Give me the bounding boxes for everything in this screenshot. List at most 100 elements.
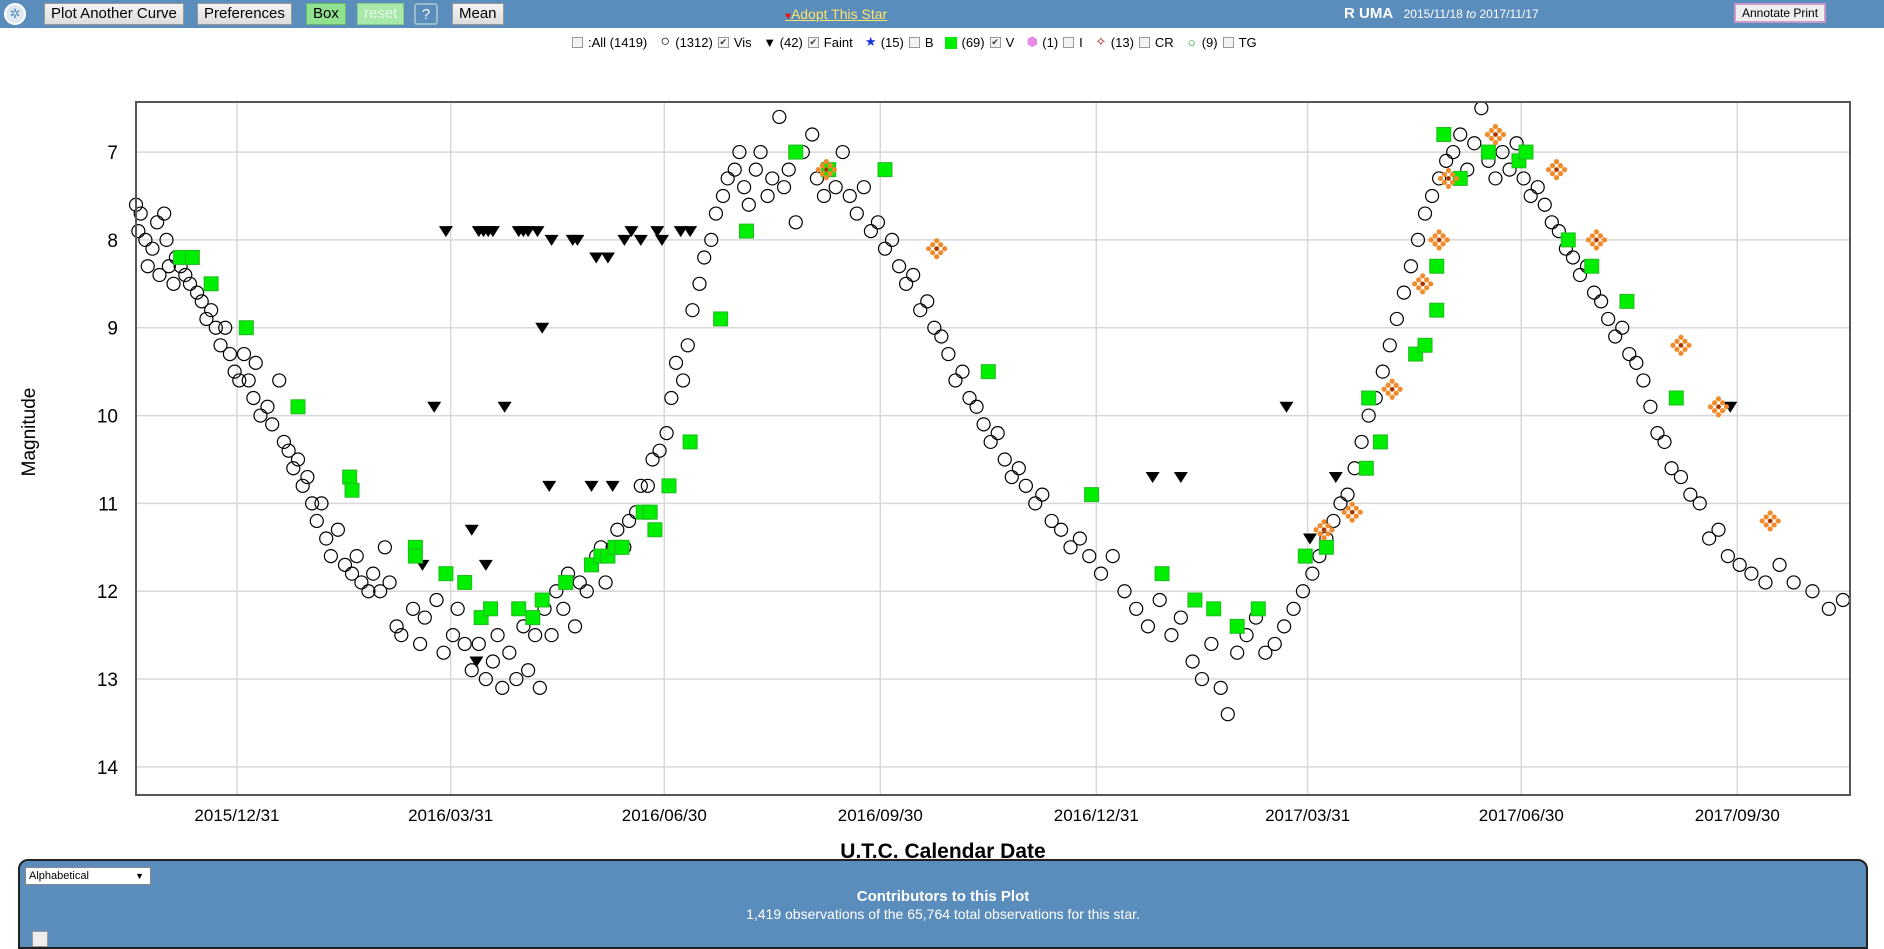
faint-point: [530, 226, 545, 238]
cr-point: [926, 238, 948, 260]
v-point: [1361, 390, 1377, 406]
cr-dot: [1561, 167, 1568, 173]
vis-point: [842, 188, 857, 204]
vis-point: [464, 663, 479, 678]
help-button[interactable]: ?: [414, 3, 438, 25]
vis-point: [218, 320, 233, 335]
cr-dot: [1397, 386, 1403, 392]
plot-another-curve-button[interactable]: Plot Another Curve: [44, 3, 184, 25]
top-toolbar: ✲ Plot Another Curve Preferences Box res…: [0, 0, 1884, 28]
vis-point: [189, 285, 205, 300]
faint-point: [654, 234, 669, 246]
vis-point: [182, 276, 198, 291]
cr-dot: [1549, 163, 1556, 169]
vis-point: [495, 680, 510, 695]
cr-dot: [1341, 509, 1347, 515]
adopt-star-link[interactable]: ♥Adopt This Star: [785, 6, 887, 22]
cr-checkbox[interactable]: [1138, 36, 1150, 48]
vis-point: [1185, 654, 1200, 669]
vis-point: [450, 601, 465, 616]
vis-point: [1805, 584, 1820, 599]
cr-point: [1670, 334, 1692, 356]
faint-point: [1328, 472, 1343, 484]
vis-point: [1305, 566, 1320, 581]
legend-i-label: I: [1079, 34, 1083, 50]
reset-button[interactable]: reset: [357, 3, 405, 25]
vis-point: [1744, 566, 1759, 581]
tg-checkbox[interactable]: [1222, 36, 1234, 48]
aavso-logo-icon[interactable]: ✲: [4, 3, 26, 25]
series-legend: :All (1419) ○ (1312) ✔ Vis ▼ (42) ✔ Faint ★ (15…: [570, 33, 1257, 51]
y-axis-label: Magnitude: [19, 387, 40, 477]
y-tick-label: 8: [107, 231, 118, 252]
cr-dot: [938, 242, 944, 248]
star-title: R UMA 2015/11/18 to 2017/11/17: [1344, 5, 1539, 23]
vis-point: [532, 680, 547, 695]
v-point: [344, 482, 360, 498]
vis-point: [913, 303, 928, 318]
faint-checkbox[interactable]: ✔: [807, 36, 819, 48]
preferences-button[interactable]: Preferences: [197, 3, 292, 25]
cr-dot: [1325, 523, 1331, 529]
faint-point: [673, 226, 688, 238]
cr-dot: [1492, 139, 1499, 146]
v-point: [1318, 539, 1334, 555]
v-point: [290, 399, 306, 415]
vis-point: [1683, 487, 1698, 502]
cr-dot: [1597, 233, 1604, 239]
vis-point: [1594, 294, 1609, 309]
annotate-print-button[interactable]: Annotate Print: [1734, 3, 1827, 23]
vis-point: [1636, 373, 1651, 388]
vis-point: [633, 478, 648, 493]
vis-point: [232, 373, 247, 388]
sort-order-select[interactable]: Alphabetical ▼: [25, 867, 151, 885]
vis-point: [509, 671, 524, 687]
vis-point: [1028, 496, 1043, 511]
vis-point: [1601, 311, 1616, 327]
adopt-star-label[interactable]: Adopt This Star: [790, 6, 888, 22]
y-tick-label: 10: [97, 407, 118, 428]
faint-point: [570, 234, 585, 246]
legend-i-count: (1): [1042, 34, 1059, 50]
cr-dot: [831, 167, 837, 173]
vis-point: [304, 496, 320, 511]
vis-point: [1629, 355, 1644, 370]
vis-point: [1446, 144, 1461, 160]
box-zoom-button[interactable]: Box: [306, 3, 346, 25]
cr-dot: [819, 163, 825, 169]
cr-center: [1594, 237, 1599, 242]
mean-button[interactable]: Mean: [452, 3, 504, 25]
contributor-checkbox[interactable]: [32, 931, 48, 947]
v-point: [534, 592, 550, 608]
v-point: [457, 574, 473, 590]
vis-point: [1572, 267, 1588, 283]
sort-order-value: Alphabetical: [29, 870, 89, 882]
cr-dot: [827, 163, 833, 169]
v-point: [1084, 487, 1100, 503]
vis-point: [1105, 548, 1120, 564]
vis-point: [1082, 548, 1097, 564]
vis-point: [1786, 575, 1801, 590]
all-checkbox[interactable]: [572, 36, 583, 48]
vis-point: [1173, 610, 1188, 625]
vis-point: [1295, 584, 1311, 599]
v-checkbox[interactable]: ✔: [989, 36, 1001, 48]
vis-point: [133, 206, 148, 221]
open-circle-icon: ○: [660, 33, 671, 50]
vis-point: [1608, 329, 1623, 344]
cr-dot: [1723, 404, 1730, 410]
i-checkbox[interactable]: [1063, 36, 1075, 48]
b-checkbox[interactable]: [908, 36, 920, 48]
vis-point: [720, 171, 735, 186]
vis-point: [1117, 584, 1132, 599]
light-curve-chart[interactable]: 7 8 9 10 11 12 13 14 2015/12/31 2016/03/31 2016/06…: [0, 0, 1884, 860]
cr-dot: [1385, 382, 1391, 388]
vis-point: [863, 224, 879, 239]
vis-point: [1537, 197, 1552, 212]
cr-dot: [1496, 135, 1503, 142]
faint-point: [521, 226, 536, 238]
faint-point: [617, 234, 632, 246]
cr-point: [1707, 396, 1730, 418]
cr-dot: [1424, 277, 1430, 283]
vis-checkbox[interactable]: ✔: [717, 36, 729, 48]
